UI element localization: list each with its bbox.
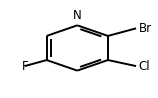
Text: F: F	[22, 60, 29, 73]
Text: Cl: Cl	[139, 60, 150, 73]
Text: N: N	[73, 9, 82, 22]
Text: Br: Br	[139, 22, 152, 35]
